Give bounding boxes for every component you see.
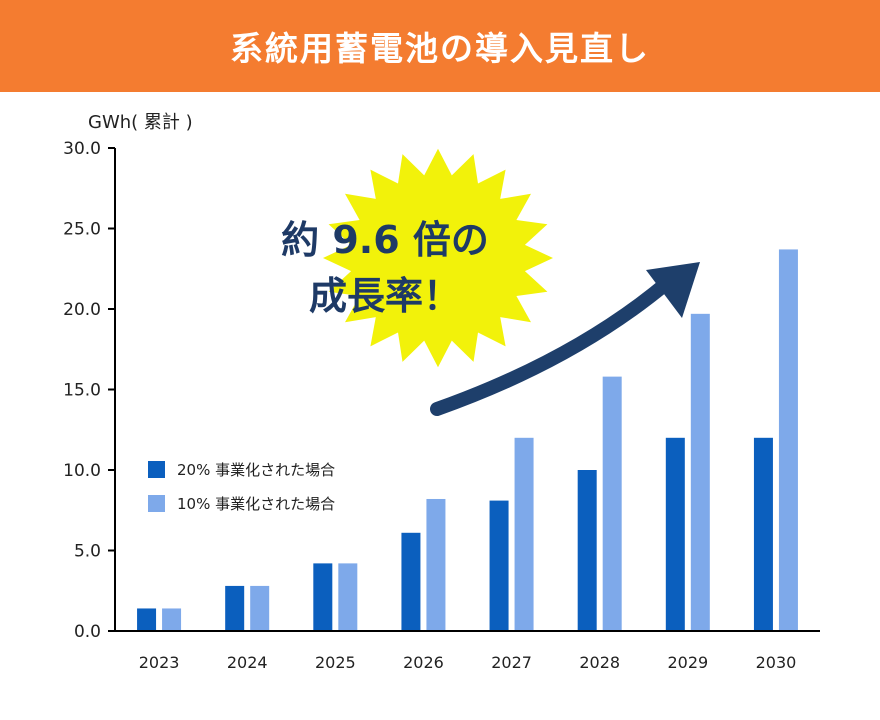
- page-title: 系統用蓄電池の導入見直し: [230, 29, 650, 68]
- growth-arrow-head: [646, 262, 700, 318]
- bar-10pct-2027: [514, 437, 534, 631]
- bar-20pct-2028: [577, 470, 597, 631]
- x-tick-label: 2027: [491, 653, 532, 672]
- y-axis-unit-label: GWh( 累計 ): [88, 112, 193, 133]
- legend-label-10-percent: 10% 事業化された場合: [177, 494, 336, 513]
- y-tick-label: 5.0: [74, 542, 101, 562]
- legend: 20% 事業化された場合 10% 事業化された場合: [148, 452, 335, 520]
- bar-20pct-2024: [225, 585, 245, 631]
- bar-chart: 2023 2024 2025 2026 2027 2028 2029 2030 0.0 5.0 1…: [63, 139, 820, 672]
- y-tick-label: 25.0: [63, 220, 101, 240]
- bar-10pct-2025: [338, 563, 358, 631]
- legend-item-20-percent: 20% 事業化された場合: [148, 452, 335, 486]
- bar-20pct-2023: [137, 608, 157, 631]
- x-tick-label: 2026: [403, 653, 444, 672]
- bar-10pct-2028: [602, 376, 622, 631]
- x-tick-label: 2030: [756, 653, 797, 672]
- axes-layer: 0.0 5.0 10.0 15.0 20.0 25.0 30.0: [63, 139, 820, 642]
- growth-arrow-shaft: [430, 275, 675, 416]
- y-tick-label: 30.0: [63, 139, 101, 159]
- bar-10pct-2026: [426, 498, 446, 631]
- bar-20pct-2027: [489, 500, 509, 631]
- y-tick-label: 0.0: [74, 622, 101, 642]
- bar-10pct-2024: [250, 585, 270, 631]
- y-tick-label: 15.0: [63, 381, 101, 401]
- legend-swatch-10-percent: [148, 494, 165, 512]
- arrow-layer: [430, 262, 700, 416]
- bar-10pct-2030: [778, 249, 798, 631]
- bar-20pct-2025: [313, 563, 333, 631]
- bar-20pct-2029: [665, 437, 685, 631]
- x-tick-label: 2023: [139, 653, 180, 672]
- bar-20pct-2026: [401, 532, 421, 631]
- callout-line-1: 約 9.6 倍の: [281, 218, 489, 262]
- x-tick-label: 2024: [227, 653, 268, 672]
- burst-layer: [323, 148, 553, 368]
- legend-item-10-percent: 10% 事業化された場合: [148, 486, 335, 520]
- bar-20pct-2030: [753, 437, 773, 631]
- callout-line-2: 成長率！: [308, 274, 461, 318]
- y-tick-label: 20.0: [63, 300, 101, 320]
- x-tick-label: 2028: [579, 653, 620, 672]
- growth-callout: 約 9.6 倍の 成長率！: [255, 212, 515, 324]
- bar-10pct-2023: [162, 608, 182, 631]
- bar-10pct-2029: [690, 313, 710, 631]
- y-tick-label: 10.0: [63, 461, 101, 481]
- title-banner: 系統用蓄電池の導入見直し: [0, 0, 880, 92]
- x-tick-label: 2029: [667, 653, 708, 672]
- legend-swatch-20-percent: [148, 460, 165, 478]
- x-tick-label: 2025: [315, 653, 356, 672]
- bars-layer: 2023 2024 2025 2026 2027 2028 2029 2030: [137, 249, 798, 672]
- legend-label-20-percent: 20% 事業化された場合: [177, 460, 336, 479]
- starburst-shape: [323, 148, 553, 368]
